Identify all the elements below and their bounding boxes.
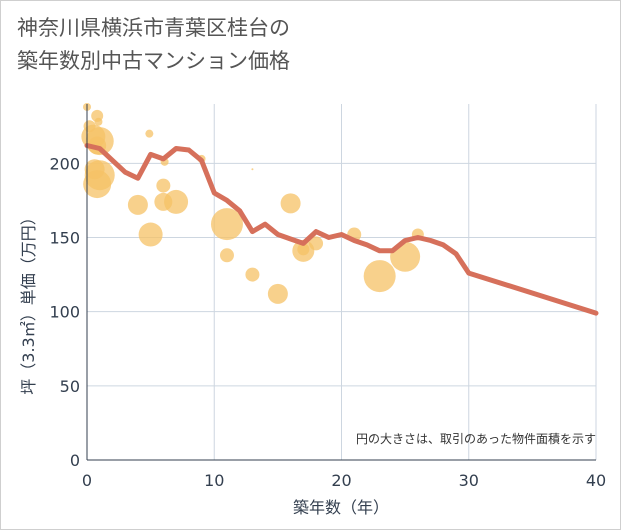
transaction-bubble: [94, 117, 103, 126]
y-axis-title: 坪（3.3㎡）単価（万円）: [19, 209, 38, 394]
transaction-bubble: [245, 267, 260, 282]
transaction-bubble: [251, 168, 254, 171]
transaction-bubble: [164, 189, 189, 214]
y-tick-labels: 0 50 100 150 200: [49, 154, 80, 470]
transaction-bubble: [84, 160, 115, 191]
transaction-bubble: [219, 248, 234, 263]
x-tick-label: 10: [204, 471, 224, 490]
x-tick-label: 30: [459, 471, 479, 490]
transaction-bubble: [267, 283, 288, 304]
average-price-series-line: [84, 143, 599, 316]
chart-title-line-2: 築年数別中古マンション価格: [17, 49, 290, 73]
chart-title-line-1: 神奈川県横浜市青葉区桂台の: [17, 16, 290, 40]
average-price-line: [84, 143, 599, 316]
transaction-bubble: [309, 236, 324, 251]
y-tick-label: 150: [49, 229, 80, 248]
x-tick-labels: 0 10 20 30 40: [82, 471, 606, 490]
y-tick-label: 50: [60, 377, 80, 396]
transaction-bubble: [127, 194, 148, 215]
chart-title: 神奈川県横浜市青葉区桂台の 築年数別中古マンション価格: [17, 12, 290, 78]
transaction-bubble: [156, 178, 171, 193]
transaction-bubbles: [81, 102, 424, 304]
x-tick-label: 0: [82, 471, 92, 490]
y-tick-label: 100: [49, 303, 80, 322]
transaction-bubble: [145, 129, 154, 138]
x-tick-label: 20: [331, 471, 351, 490]
transaction-bubble: [210, 208, 243, 241]
axes: [86, 104, 596, 461]
bubble-size-note: 円の大きさは、取引のあった物件面積を示す: [356, 431, 596, 446]
transaction-bubble: [138, 222, 163, 247]
y-tick-label: 0: [70, 451, 80, 470]
transaction-bubble: [297, 243, 310, 256]
x-axis-title: 築年数（年）: [293, 498, 389, 517]
transaction-bubble: [363, 260, 396, 293]
y-tick-label: 200: [49, 154, 80, 173]
grid-lines: [87, 104, 597, 460]
transaction-bubble: [280, 193, 301, 214]
x-tick-label: 40: [586, 471, 606, 490]
